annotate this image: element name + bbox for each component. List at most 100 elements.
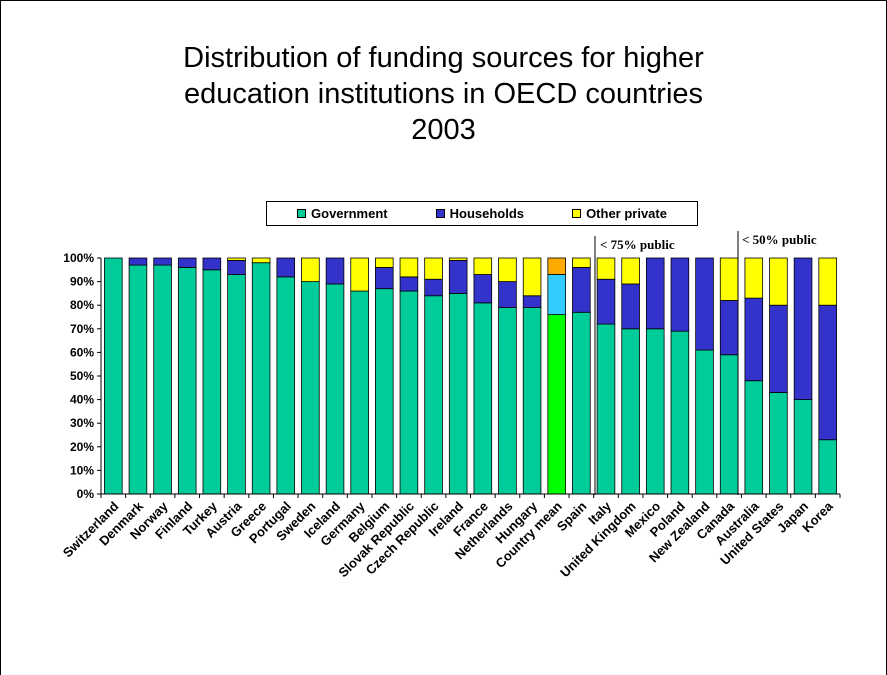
bar-spain-government [572,311,591,495]
legend-swatch-government [297,209,307,218]
bar-united-states-government [769,392,788,495]
bar-korea-other-private [818,257,837,306]
bar-denmark-government [128,264,148,495]
bar-france-other-private [473,257,493,275]
bar-switzerland-government [104,257,123,495]
bar-italy-government [596,323,616,495]
legend-item-government: Government [297,206,388,221]
bar-italy-households [596,278,616,325]
bar-poland-households [670,257,690,332]
legend-label-other-private: Other private [586,206,667,221]
bar-japan-government [793,399,813,495]
bar-hungary-other-private [522,257,542,297]
annotation-75-public: < 75% public [600,237,675,252]
bar-hungary-government [522,307,542,495]
y-tick-label: 30% [70,416,94,430]
bar-germany-government [350,290,369,495]
y-tick-label: 70% [70,322,94,336]
bars-group [104,257,837,495]
x-tick-labels: SwitzerlandDenmarkNorwayFinlandTurkeyAus… [60,498,837,580]
bar-czech-republic-households [424,278,443,297]
bar-country-mean-other-private [547,257,566,275]
bar-australia-other-private [744,257,764,299]
chart-legend: Government Households Other private [266,201,698,226]
bar-canada-households [719,300,739,356]
y-tick-label: 0% [77,487,95,501]
bar-ireland-households [448,259,468,294]
bar-greece-other-private [251,257,271,264]
chart-title-line-1: Distribution of funding sources for high… [183,42,704,74]
bar-france-households [473,274,493,304]
y-tick-label: 90% [70,275,94,289]
bar-germany-other-private [350,257,369,292]
bar-ireland-government [448,292,468,495]
bar-sweden-government [301,281,320,495]
bar-new-zealand-households [695,257,714,351]
chart-title: Distribution of funding sources for high… [60,40,827,148]
slide-border-top [0,0,887,1]
bar-turkey-households [202,257,222,271]
bar-iceland-households [325,257,345,285]
y-tick-label: 10% [70,463,94,477]
bar-slovak-republic-other-private [399,257,419,278]
bar-finland-government [177,267,197,495]
bar-slovak-republic-households [399,276,419,292]
bar-denmark-households [128,257,148,266]
bar-spain-households [572,267,591,313]
bar-hungary-households [522,295,542,308]
bar-belgium-other-private [375,257,394,268]
bar-belgium-government [375,288,394,495]
legend-label-households: Households [449,206,525,221]
bar-japan-households [793,257,813,401]
y-tick-label: 40% [70,393,94,407]
bar-portugal-households [276,257,296,278]
legend-item-households: Households [435,206,525,221]
y-tick-label: 80% [70,298,94,312]
bar-iceland-government [325,283,345,495]
bar-norway-government [153,264,172,495]
bar-turkey-government [202,269,222,495]
bar-finland-households [177,257,197,268]
legend-swatch-households [435,209,445,218]
bar-united-kingdom-households [621,283,640,330]
bar-slovak-republic-government [399,290,419,495]
y-tick-labels: 0% 10% 20% 30% 40% 50% 60% 70% 80% 90% 100% [63,251,94,501]
chart-title-line-2: education institutions in OECD countries [183,78,704,110]
bar-norway-households [153,257,172,266]
y-tick-label: 20% [70,440,94,454]
bar-canada-other-private [719,257,739,301]
bar-ireland-other-private [448,257,468,261]
bar-korea-government [818,439,837,495]
annotation-50-public: < 50% public [742,232,817,247]
bar-united-kingdom-government [621,328,640,495]
bar-portugal-government [276,276,296,495]
bar-canada-government [719,354,739,495]
bar-sweden-other-private [301,257,320,283]
bar-netherlands-other-private [498,257,517,283]
bar-country-mean-government [547,314,566,495]
annotations-group: < 75% public < 50% public [594,231,817,495]
bar-austria-households [227,259,246,275]
bar-belgium-households [375,267,394,290]
bar-austria-other-private [227,257,246,261]
bar-united-states-other-private [769,257,788,306]
bar-czech-republic-government [424,295,443,495]
bar-australia-government [744,380,764,495]
bar-france-government [473,302,493,495]
bar-korea-households [818,304,837,441]
legend-label-government: Government [311,206,388,221]
bar-spain-other-private [572,257,591,268]
bar-netherlands-households [498,281,517,308]
axes-group [97,257,841,498]
bar-greece-government [251,262,271,495]
bar-united-states-households [769,304,788,393]
y-tick-label: 100% [63,251,94,265]
slide-border-left [0,0,1,675]
bar-new-zealand-government [695,349,714,495]
y-tick-label: 50% [70,369,94,383]
legend-swatch-other-private [572,209,582,218]
bar-austria-government [227,274,246,495]
legend-item-other-private: Other private [572,206,667,221]
